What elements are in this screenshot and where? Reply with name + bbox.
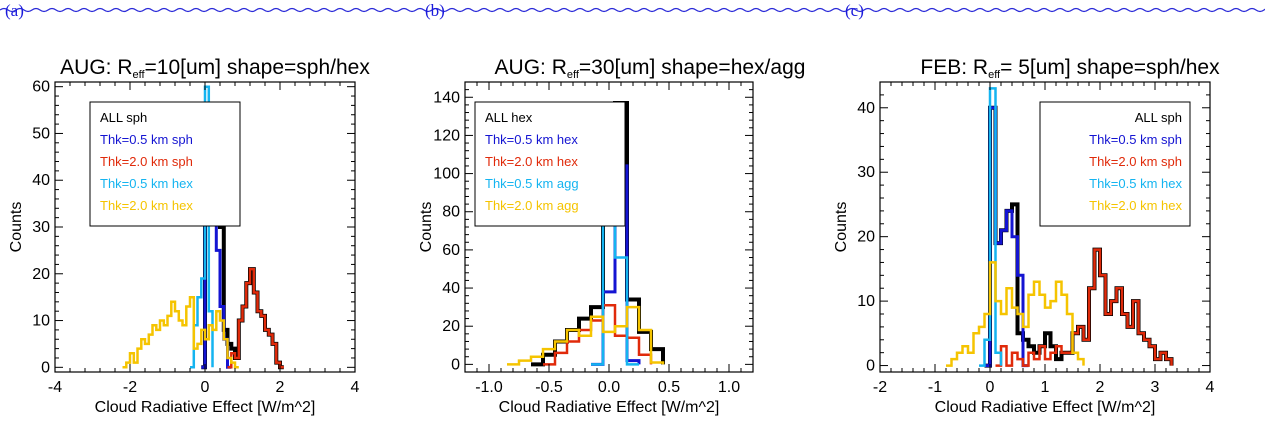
x-tick-label: 1.0: [718, 379, 740, 396]
chart-title-subscript: eff: [567, 69, 580, 81]
chart-title-prefix: FEB: R: [920, 56, 988, 79]
y-tick-label: 20: [442, 318, 460, 335]
x-tick-label: 2: [1096, 379, 1105, 396]
panel-label: (b): [425, 1, 445, 20]
x-tick-label: 4: [1206, 379, 1215, 396]
legend: ALL sph Thk=0.5 km sph Thk=2.0 km sph Thk=0…: [1039, 101, 1191, 227]
legend-entry: Thk=2.0 km hex: [100, 198, 193, 213]
legend-entry: Thk=2.0 km sph: [100, 154, 193, 169]
y-tick-label: 0: [866, 358, 875, 375]
series-group: [946, 87, 1174, 368]
y-tick-label: 20: [857, 229, 875, 246]
x-axis-label: Cloud Radiative Effect [W/m^2]: [935, 399, 1156, 416]
chart-title-prefix: AUG: R: [495, 56, 567, 79]
y-tick-label: 100: [433, 166, 460, 183]
y-tick-label: 120: [433, 127, 460, 144]
x-tick-label: -2: [123, 379, 137, 396]
legend-entry: ALL sph: [100, 110, 147, 125]
chart-title: AUG: Reff=30[um] shape=hex/agg: [495, 56, 806, 81]
y-tick-label: 40: [32, 172, 50, 189]
legend-entry: Thk=2.0 km agg: [485, 198, 579, 213]
y-axis-label: Counts: [833, 202, 850, 253]
x-tick-label: 0: [201, 379, 210, 396]
panels: (a)AUG: Reff=10[um] shape=sph/hex-4 -2 0 2 4…: [5, 1, 1220, 416]
chart-title: FEB: Reff= 5[um] shape=sph/hex: [920, 56, 1220, 81]
legend-entry: Thk=0.5 km agg: [485, 176, 579, 191]
legend-entry: ALL sph: [1135, 110, 1182, 125]
legend-box: [89, 101, 241, 227]
series-blue-line: [984, 106, 1029, 368]
y-tick-label: 80: [442, 204, 460, 221]
panel-label: (c): [845, 1, 864, 20]
chart-title: AUG: Reff=10[um] shape=sph/hex: [60, 56, 370, 81]
legend-box: [474, 101, 626, 227]
x-tick-label: -1.0: [475, 379, 503, 396]
y-tick-label: 50: [32, 125, 50, 142]
y-tick-label: 40: [857, 100, 875, 117]
y-axis-label: Counts: [418, 202, 435, 253]
legend-box: [1039, 101, 1191, 227]
x-tick-label: -2: [873, 379, 887, 396]
chart-title-suffix: = 5[um] shape=sph/hex: [1000, 56, 1220, 79]
y-tick-label: 30: [32, 219, 50, 236]
legend-entry: Thk=0.5 km hex: [1089, 176, 1182, 191]
x-tick-label: 4: [351, 379, 360, 396]
panel-1: (a) AUG: Reff=10[um] shape=sph/hex -4 -2 0 2 4…: [5, 1, 370, 416]
legend: ALL hex Thk=0.5 km hex Thk=2.0 km hex Thk=0…: [474, 101, 626, 227]
chart-title-suffix: =10[um] shape=sph/hex: [145, 56, 371, 79]
x-tick-label: 1: [1041, 379, 1050, 396]
x-axis-label: Cloud Radiative Effect [W/m^2]: [499, 399, 720, 416]
series-yellow-line: [946, 261, 1085, 367]
series-red-line: [543, 303, 653, 366]
x-tick-label: 3: [1151, 379, 1160, 396]
y-tick-label: 10: [32, 313, 50, 330]
x-tick-label: 2: [276, 379, 285, 396]
series-yellow-line: [122, 295, 239, 369]
legend: ALL sph Thk=0.5 km sph Thk=2.0 km sph Thk=0…: [89, 101, 241, 227]
x-tick-label: 0.5: [658, 379, 680, 396]
series-cyan-line: [979, 87, 1003, 367]
series-yellow-line: [507, 305, 665, 366]
panel-label: (a): [5, 1, 24, 20]
x-tick-label: -0.5: [535, 379, 563, 396]
y-tick-label: 30: [857, 164, 875, 181]
legend-entry: Thk=2.0 km hex: [1089, 198, 1182, 213]
legend-entry: Thk=2.0 km sph: [1089, 154, 1182, 169]
legend-entry: Thk=0.5 km hex: [100, 176, 193, 191]
y-tick-label: 10: [857, 293, 875, 310]
chart-title-prefix: AUG: R: [60, 56, 132, 79]
x-tick-label: 0.0: [598, 379, 620, 396]
x-tick-label: -1: [928, 379, 942, 396]
chart-title-suffix: =30[um] shape=hex/agg: [579, 56, 806, 79]
y-tick-label: 20: [32, 266, 50, 283]
chart-title-subscript: eff: [132, 69, 145, 81]
panel-2: (b) AUG: Reff=30[um] shape=hex/agg -1.0 -0.…: [418, 1, 805, 416]
x-axis-label: Cloud Radiative Effect [W/m^2]: [95, 399, 316, 416]
y-tick-label: 0: [451, 356, 460, 373]
legend-entry: Thk=0.5 km sph: [100, 132, 193, 147]
y-tick-label: 60: [32, 79, 50, 96]
legend-entry: Thk=2.0 km hex: [485, 154, 578, 169]
chart-title-subscript: eff: [988, 69, 1001, 81]
series-red-line: [995, 248, 1173, 367]
panel-3: (c) FEB: Reff= 5[um] shape=sph/hex -2 -1 0 1 2…: [833, 1, 1220, 416]
series-red-line: [227, 267, 284, 369]
y-axis-label: Counts: [8, 202, 25, 253]
y-tick-label: 40: [442, 280, 460, 297]
x-tick-label: -4: [48, 379, 62, 396]
legend-entry: ALL hex: [485, 110, 533, 125]
x-tick-label: 0: [986, 379, 995, 396]
y-tick-label: 140: [433, 89, 460, 106]
y-tick-label: 60: [442, 242, 460, 259]
legend-entry: Thk=0.5 km sph: [1089, 132, 1182, 147]
wavy-separator-line: [0, 7, 1265, 13]
y-tick-label: 0: [41, 359, 50, 376]
legend-entry: Thk=0.5 km hex: [485, 132, 578, 147]
